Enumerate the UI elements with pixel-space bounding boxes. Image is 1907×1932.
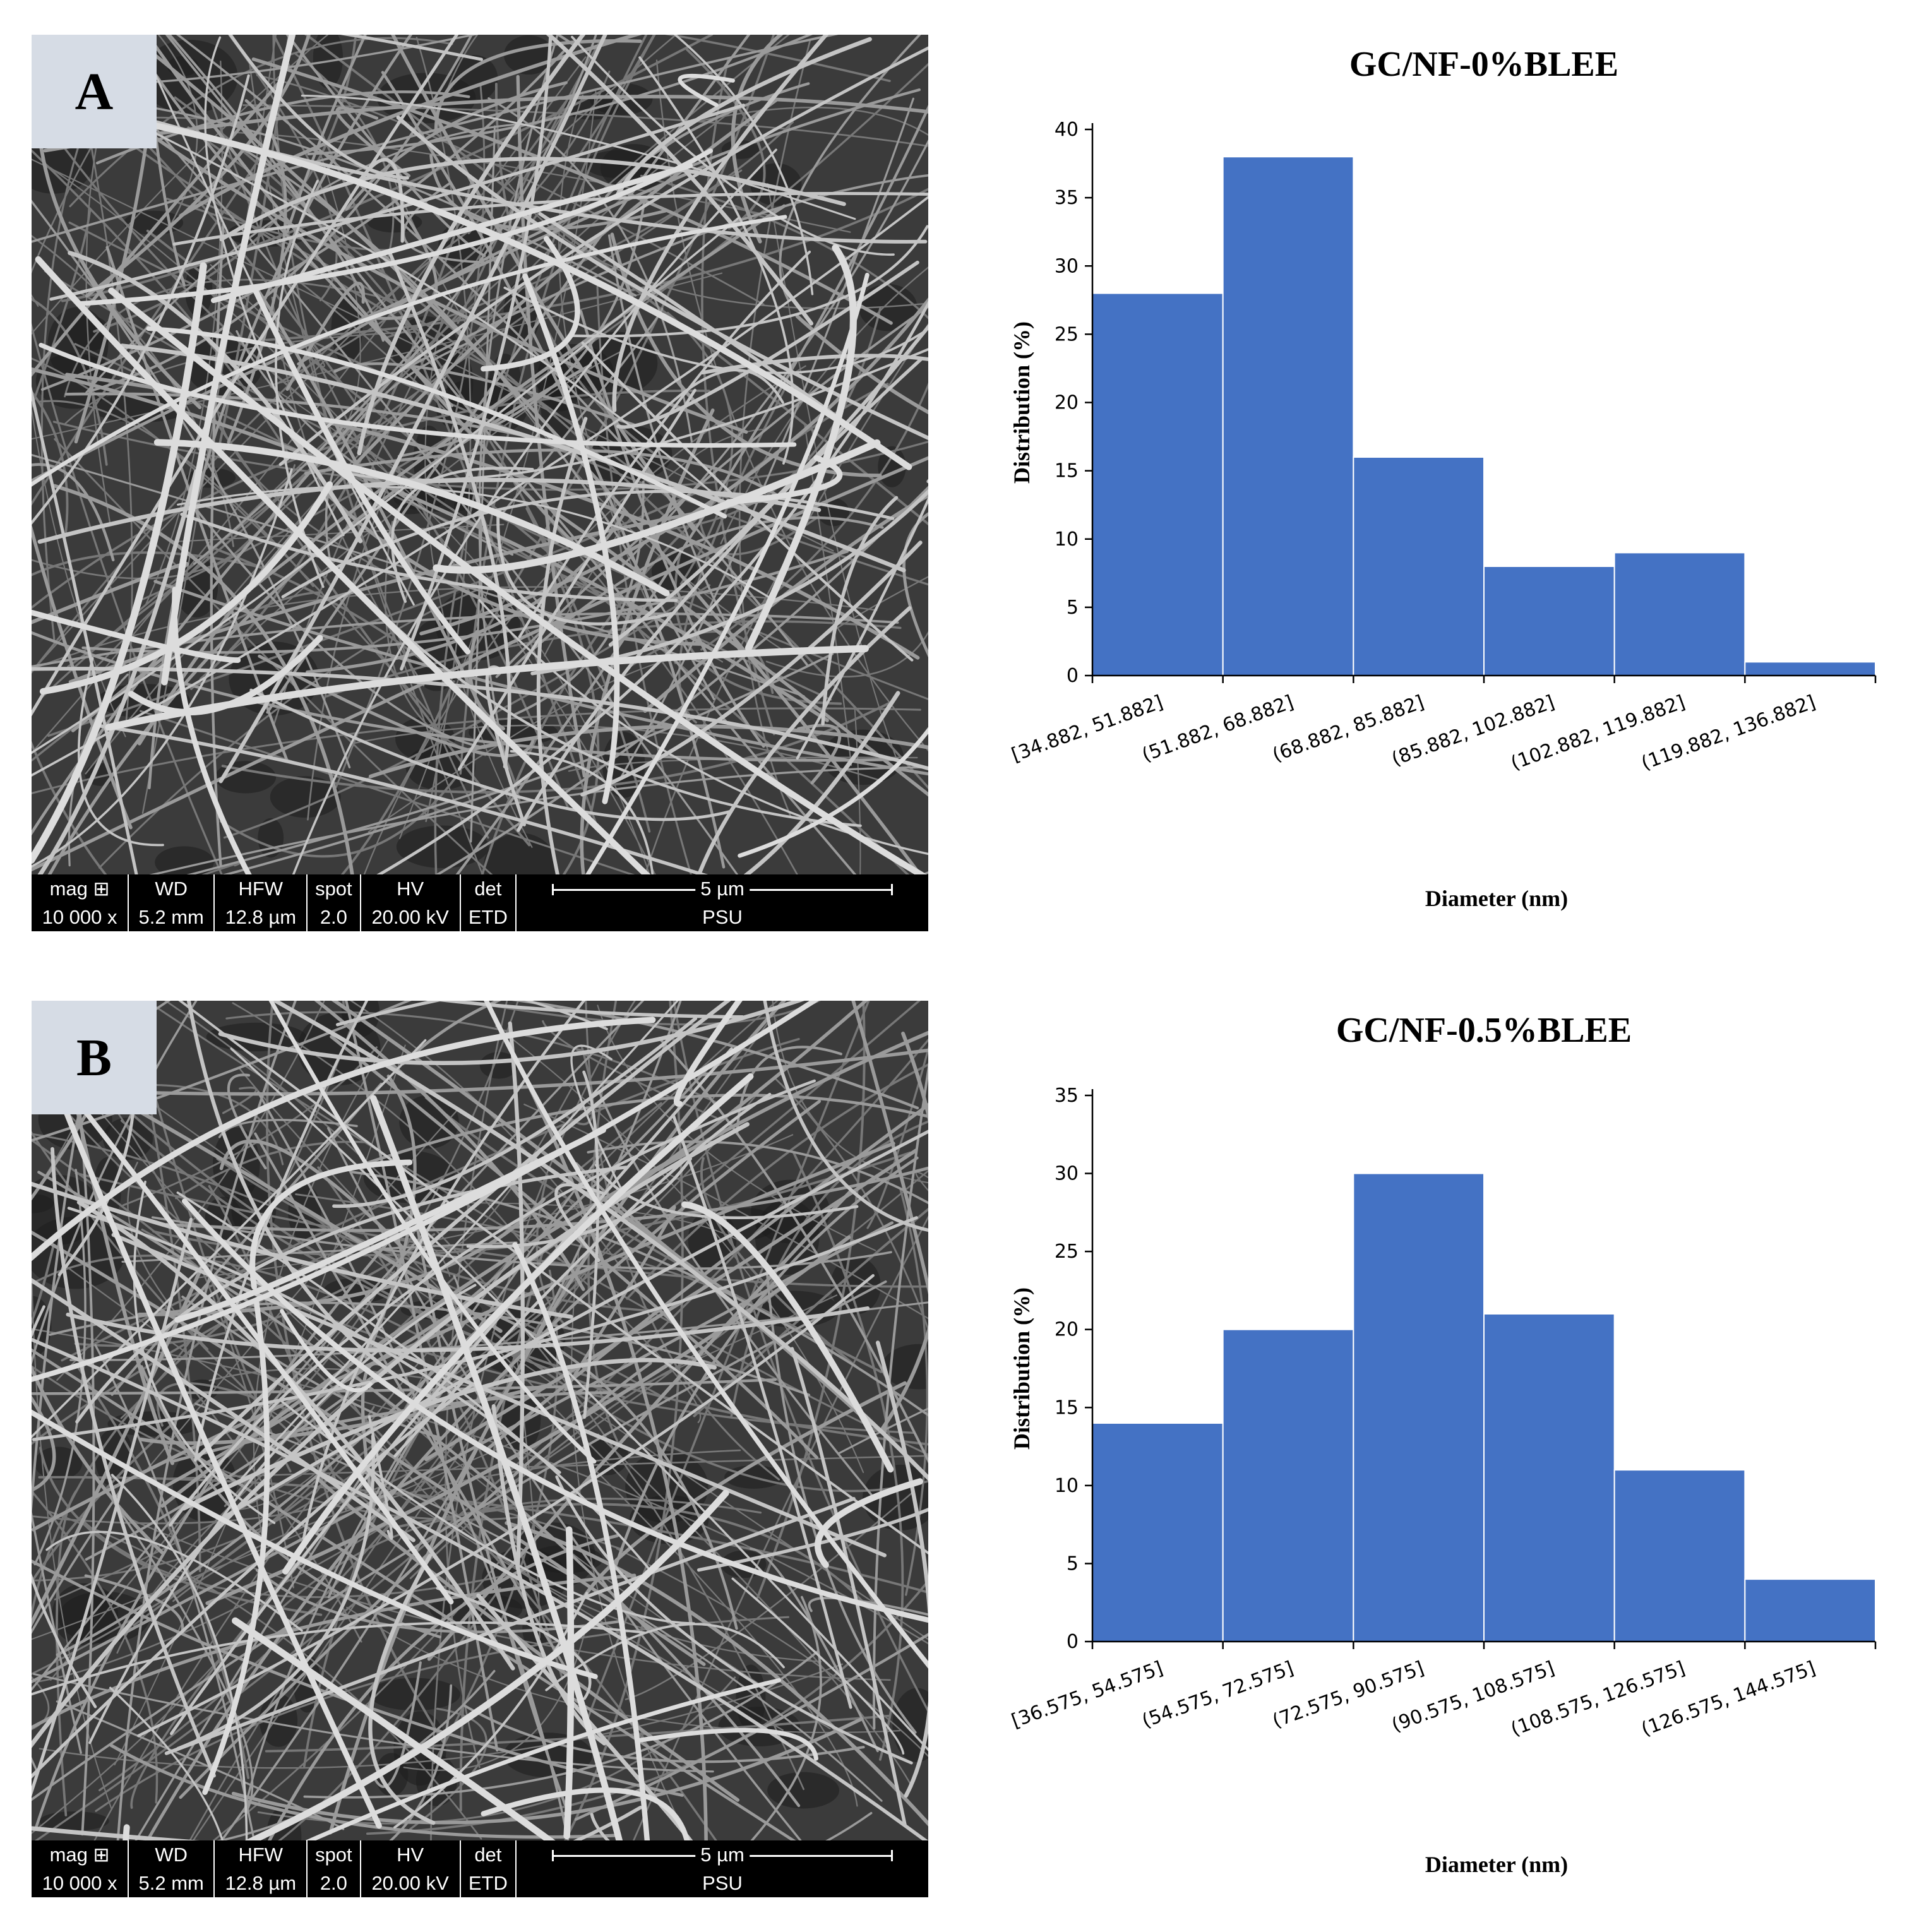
databar-header-hfw: HFW (214, 1840, 308, 1869)
databar-header-hv: HV (360, 1840, 461, 1869)
databar-value-mag: 10 000 x (32, 1869, 129, 1897)
y-tick-label: 20 (1055, 392, 1079, 414)
y-tick-label: 5 (1067, 1553, 1079, 1575)
bar-0 (1092, 1422, 1224, 1642)
bar-4 (1613, 1469, 1746, 1643)
bar-2 (1353, 1172, 1485, 1643)
y-tick-label: 0 (1067, 1631, 1079, 1653)
scale-bar: 5 µm (516, 1840, 928, 1869)
y-axis-title: Distribution (%) (1009, 1287, 1034, 1450)
scale-bar-label: 5 µm (695, 876, 750, 902)
sem-databar-a: mag ⊞ WD HFW spot HV det 5 µm 10 000 x 5… (32, 874, 928, 931)
databar-header-hv: HV (360, 874, 461, 903)
scale-bar-label: 5 µm (695, 1842, 750, 1868)
y-tick-label: 10 (1055, 528, 1079, 551)
y-tick-label: 15 (1055, 460, 1079, 482)
databar-header-wd: WD (128, 874, 215, 903)
databar-header-spot: spot (307, 874, 361, 903)
databar-value-hfw: 12.8 µm (214, 903, 308, 931)
y-tick-label: 10 (1055, 1475, 1079, 1497)
databar-value-wd: 5.2 mm (128, 1869, 215, 1897)
databar-value-mag: 10 000 x (32, 903, 129, 931)
databar-lab: PSU (702, 1871, 743, 1894)
bar-1 (1222, 156, 1354, 676)
y-tick-label: 15 (1055, 1397, 1079, 1419)
chart-title: GC/NF-0.5%BLEE (1336, 1011, 1632, 1050)
bar-1 (1222, 1328, 1354, 1642)
x-axis-title: Diameter (nm) (1425, 1852, 1568, 1877)
y-tick-label: 35 (1055, 187, 1079, 209)
panel-label-b: B (32, 1001, 157, 1114)
databar-value-hv: 20.00 kV (360, 903, 461, 931)
sem-image-b: B mag ⊞ WD HFW spot HV det 5 µm 10 000 x… (32, 1001, 928, 1897)
databar-header-wd: WD (128, 1840, 215, 1869)
y-tick-label: 25 (1055, 1241, 1079, 1263)
bar-5 (1744, 661, 1877, 676)
sem-image-a: A mag ⊞ WD HFW spot HV det 5 µm 10 000 x… (32, 35, 928, 931)
y-tick-label: 20 (1055, 1319, 1079, 1341)
y-tick-label: 30 (1055, 255, 1079, 277)
databar-header-spot: spot (307, 1840, 361, 1869)
y-tick-label: 0 (1067, 665, 1079, 687)
y-tick-label: 35 (1055, 1085, 1079, 1107)
databar-header-mag: mag ⊞ (32, 1840, 129, 1869)
bar-3 (1483, 566, 1615, 676)
databar-value-det: ETD (460, 1869, 517, 1897)
fiber-network-a (32, 35, 928, 874)
x-axis-title: Diameter (nm) (1425, 886, 1568, 911)
bar-0 (1092, 292, 1224, 676)
scale-bar: 5 µm (516, 874, 928, 903)
sem-databar-b: mag ⊞ WD HFW spot HV det 5 µm 10 000 x 5… (32, 1840, 928, 1897)
databar-value-hv: 20.00 kV (360, 1869, 461, 1897)
histogram-a: GC/NF-0%BLEE 0 5 10 15 20 25 30 35 40 [34.882, 51.… (985, 25, 1894, 934)
databar-value-wd: 5.2 mm (128, 903, 215, 931)
y-tick-label: 40 (1055, 119, 1079, 141)
chart-title: GC/NF-0%BLEE (1349, 45, 1618, 84)
databar-header-mag: mag ⊞ (32, 874, 129, 903)
databar-header-det: det (460, 874, 517, 903)
fiber-network-b (32, 1001, 928, 1840)
databar-lab: PSU (702, 905, 743, 928)
bar-5 (1744, 1578, 1877, 1643)
databar-value-spot: 2.0 (307, 903, 361, 931)
bar-3 (1483, 1313, 1615, 1642)
y-tick-label: 5 (1067, 597, 1079, 619)
bar-4 (1613, 552, 1746, 676)
databar-header-det: det (460, 1840, 517, 1869)
y-tick-label: 30 (1055, 1163, 1079, 1185)
panel-label-a: A (32, 35, 157, 148)
databar-value-det: ETD (460, 903, 517, 931)
y-axis-title: Distribution (%) (1009, 321, 1034, 484)
databar-header-hfw: HFW (214, 874, 308, 903)
databar-value-spot: 2.0 (307, 1869, 361, 1897)
histogram-b: GC/NF-0.5%BLEE 0 5 10 15 20 25 30 35 [36.575, 54.… (985, 991, 1894, 1900)
bar-2 (1353, 456, 1485, 676)
y-tick-label: 25 (1055, 323, 1079, 345)
databar-value-hfw: 12.8 µm (214, 1869, 308, 1897)
